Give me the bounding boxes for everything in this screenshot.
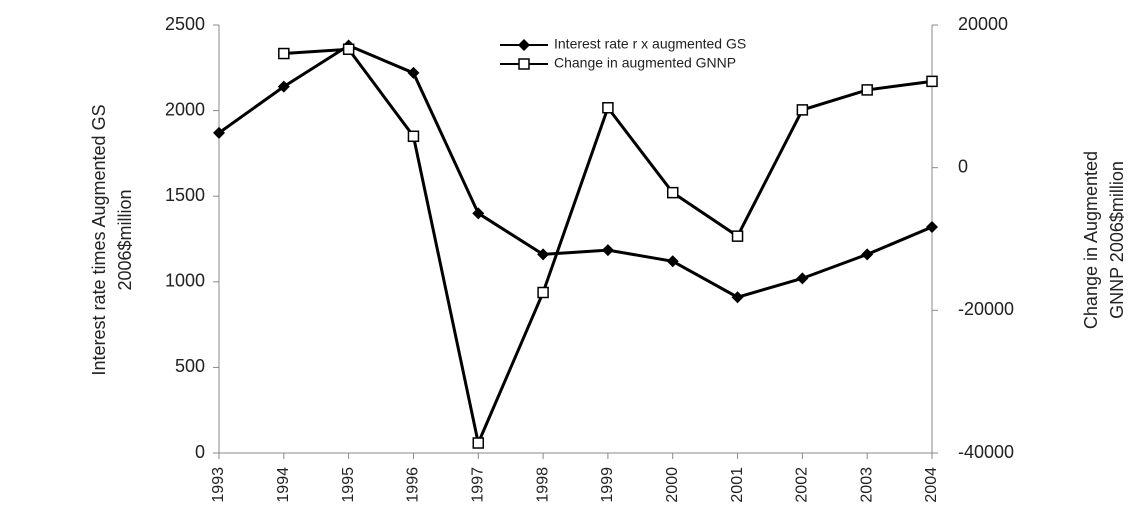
x-tick-label: 2002 <box>794 467 811 503</box>
y2-tick-label: 0 <box>958 156 968 176</box>
diamond-marker <box>666 255 679 268</box>
x-tick-label: 1994 <box>275 467 292 503</box>
series-line <box>218 43 933 299</box>
y-tick-label: 500 <box>175 356 205 376</box>
x-tick-label: 1993 <box>210 467 227 503</box>
diamond-marker <box>213 126 225 139</box>
diamond-marker <box>796 272 809 285</box>
square-marker <box>278 47 290 60</box>
y-tick-label: 0 <box>195 442 205 462</box>
x-tick-label: 2003 <box>858 467 875 503</box>
square-marker <box>518 58 530 70</box>
diamond-marker <box>407 66 420 79</box>
square-marker <box>861 84 873 96</box>
y-tick-label: 1000 <box>165 271 205 291</box>
x-tick-label: 1999 <box>599 467 616 503</box>
x-tick-label: 1998 <box>534 467 551 503</box>
diamond-marker <box>731 291 744 304</box>
y2-axis-title: Change in Augmented <box>1081 151 1101 329</box>
y-axis-title: Interest rate times Augmented GS <box>89 104 109 375</box>
y-axis-title: 2006$million <box>115 189 135 290</box>
y2-tick-label: -20000 <box>958 299 1014 319</box>
legend-label: Change in augmented GNNP <box>554 55 736 71</box>
diamond-marker <box>518 39 530 51</box>
y2-tick-label: -40000 <box>958 442 1014 462</box>
square-marker <box>926 75 938 88</box>
diamond-marker <box>277 80 290 93</box>
square-marker <box>602 101 614 114</box>
y-tick-label: 1500 <box>165 185 205 205</box>
diamond-marker <box>537 248 550 261</box>
square-marker <box>731 230 744 242</box>
square-marker <box>407 130 420 143</box>
square-marker <box>342 43 355 56</box>
square-marker <box>537 286 549 299</box>
x-tick-label: 1997 <box>469 467 486 503</box>
y-tick-label: 2000 <box>165 99 205 119</box>
diamond-marker <box>601 244 614 257</box>
x-tick-label: 2000 <box>664 467 681 503</box>
x-tick-label: 2001 <box>729 467 746 503</box>
diamond-marker <box>472 207 485 220</box>
y2-tick-label: 20000 <box>958 14 1008 34</box>
square-marker <box>796 104 809 116</box>
diamond-marker <box>861 248 874 261</box>
x-tick-label: 1995 <box>340 467 357 503</box>
square-marker <box>666 186 679 199</box>
square-marker <box>472 437 485 449</box>
x-tick-label: 2004 <box>923 467 940 503</box>
x-tick-label: 1996 <box>405 467 422 503</box>
legend-label: Interest rate r x augmented GS <box>554 36 746 52</box>
diamond-marker <box>926 221 938 234</box>
y-tick-label: 2500 <box>165 14 205 34</box>
y2-axis-title: GNNP 2006$million <box>1107 161 1127 319</box>
